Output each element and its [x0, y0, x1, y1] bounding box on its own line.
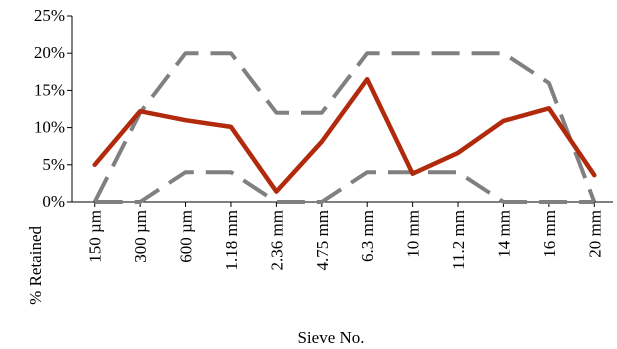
x-tick-label: 14 mm — [494, 210, 513, 258]
x-tick-label: 300 µm — [131, 210, 150, 263]
x-tick-label: 150 µm — [86, 210, 105, 263]
tick-labels: 0% 5% 10% 15% 20% 25% 150 µm 300 µm 600 µm 1.18 m… — [34, 6, 604, 270]
y-tick-label: 5% — [42, 155, 65, 174]
x-tick-label: 16 mm — [540, 210, 559, 258]
limit-line-2 — [94, 170, 595, 204]
x-tick-label: 20 mm — [585, 210, 604, 258]
y-tick-label: 10% — [34, 118, 65, 137]
retained-line — [92, 76, 597, 194]
x-axis-label: Sieve No. — [297, 328, 364, 347]
x-tick-label: 2.36 mm — [267, 210, 286, 270]
x-tick-label: 600 µm — [177, 210, 196, 263]
y-tick-label: 0% — [42, 192, 65, 211]
series-group — [92, 51, 597, 204]
y-tick-label: 25% — [34, 6, 65, 25]
y-tick-label: 15% — [34, 80, 65, 99]
x-tick-label: 1.18 mm — [222, 210, 241, 270]
x-tick-label: 4.75 mm — [313, 210, 332, 270]
x-tick-label: 10 mm — [404, 210, 423, 258]
x-tick-label: 11.2 mm — [449, 210, 468, 270]
y-axis-label: % Retained — [26, 226, 45, 305]
y-tick-label: 20% — [34, 43, 65, 62]
limit-line-1 — [92, 51, 597, 203]
x-tick-label: 6.3 mm — [358, 210, 377, 262]
